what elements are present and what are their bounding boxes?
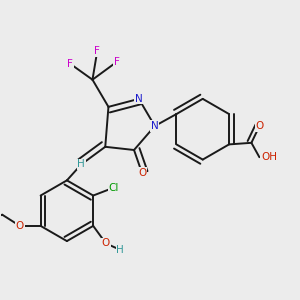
Text: Cl: Cl [109,183,119,193]
Text: F: F [94,46,100,56]
Text: F: F [113,57,119,67]
Text: O: O [138,168,146,178]
Text: O: O [255,121,263,131]
Text: OH: OH [261,152,277,162]
Text: O: O [102,238,110,248]
Text: F: F [67,59,73,69]
Text: N: N [135,94,143,104]
Text: H: H [116,245,124,255]
Text: H: H [77,159,85,170]
Text: O: O [16,221,24,231]
Text: N: N [151,121,159,131]
